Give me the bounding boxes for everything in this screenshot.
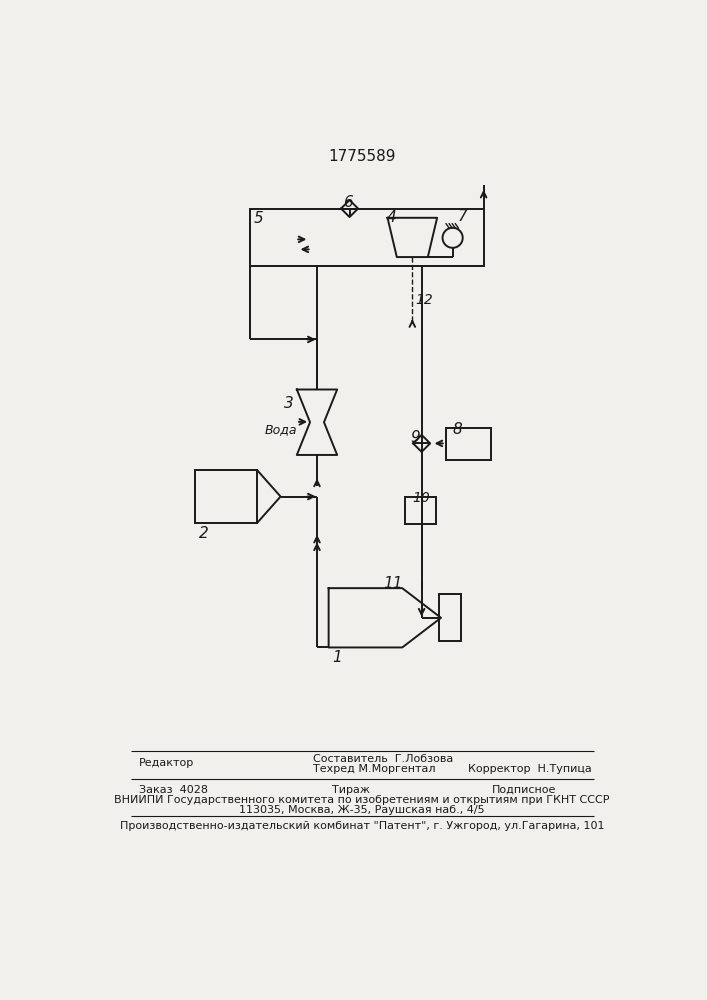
Text: Тираж: Тираж xyxy=(332,785,370,795)
Text: 1775589: 1775589 xyxy=(328,149,396,164)
Text: Корректор  Н.Тупица: Корректор Н.Тупица xyxy=(468,764,592,774)
Text: Подписное: Подписное xyxy=(491,785,556,795)
Bar xyxy=(195,470,257,523)
Text: 5: 5 xyxy=(253,211,263,226)
Bar xyxy=(250,209,484,266)
Text: 2: 2 xyxy=(199,526,209,541)
Text: 4: 4 xyxy=(387,210,397,225)
Bar xyxy=(404,497,436,524)
Text: Вода: Вода xyxy=(265,423,298,436)
Text: ВНИИПИ Государственного комитета по изобретениям и открытиям при ГКНТ СССР: ВНИИПИ Государственного комитета по изоб… xyxy=(115,795,609,805)
Text: 11: 11 xyxy=(383,576,402,591)
Text: 1: 1 xyxy=(332,650,342,665)
Text: Заказ  4028: Заказ 4028 xyxy=(139,785,208,795)
Text: 113035, Москва, Ж-35, Раушская наб., 4/5: 113035, Москва, Ж-35, Раушская наб., 4/5 xyxy=(239,805,485,815)
Text: 8: 8 xyxy=(452,422,462,437)
Text: 7: 7 xyxy=(458,209,468,224)
Bar xyxy=(446,428,491,460)
Text: 10: 10 xyxy=(412,491,430,505)
Text: Техред М.Моргентал: Техред М.Моргентал xyxy=(313,764,436,774)
Text: Составитель  Г.Лобзова: Составитель Г.Лобзова xyxy=(313,754,453,764)
Text: Редактор: Редактор xyxy=(139,758,194,768)
Bar xyxy=(440,594,461,641)
Text: Производственно-издательский комбинат "Патент", г. Ужгород, ул.Гагарина, 101: Производственно-издательский комбинат "П… xyxy=(119,821,604,831)
Text: 6: 6 xyxy=(343,195,352,210)
Text: 9: 9 xyxy=(410,430,420,445)
Text: 12: 12 xyxy=(416,293,433,307)
Text: 3: 3 xyxy=(284,396,293,411)
